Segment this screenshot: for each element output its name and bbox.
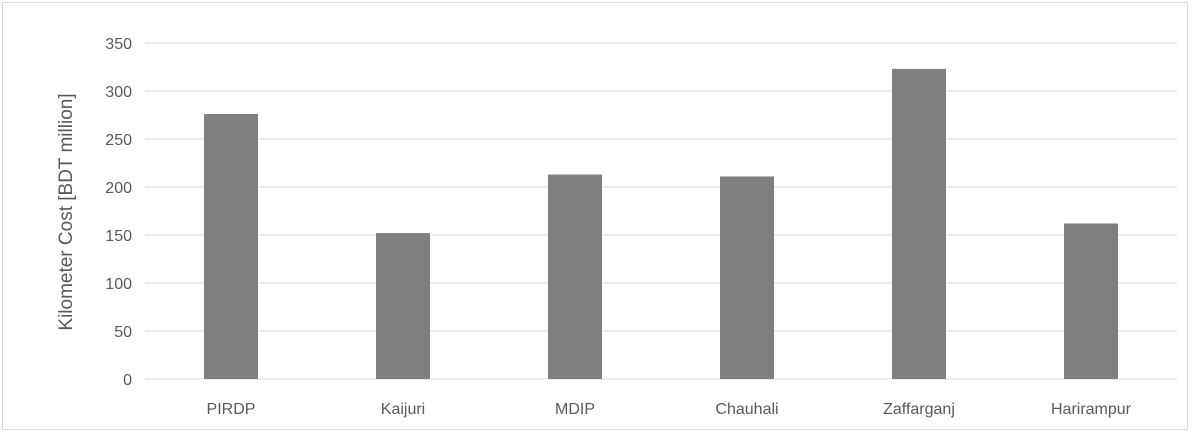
y-tick-label: 100 [105,276,132,293]
bars [204,68,1118,380]
gridlines [145,42,1177,380]
x-tick-label: MDIP [555,401,595,418]
y-tick-label: 200 [105,180,132,197]
bar-chauhali [720,176,774,379]
bar-zaffarganj [892,68,946,380]
x-tick-label: Kaijuri [381,401,425,418]
bar-kaijuri [376,233,430,379]
y-tick-label: 50 [114,324,132,341]
y-tick-label: 300 [105,84,132,101]
bar-harirampur [1064,223,1118,379]
bar-pirdp [204,114,258,379]
x-tick-label: Zaffarganj [883,401,955,418]
x-tick-label: Harirampur [1051,401,1132,418]
y-tick-label: 150 [105,228,132,245]
y-axis-title: Kilometer Cost [BDT million] [56,93,77,330]
y-tick-label: 0 [123,372,132,389]
bar-mdip [548,174,602,379]
y-axis-ticks: 0 50 100 150 200 250 300 350 [105,36,132,389]
x-axis-ticks: PIRDP Kaijuri MDIP Chauhali Zaffarganj Harira… [207,401,1132,418]
y-tick-label: 350 [105,36,132,53]
x-tick-label: Chauhali [715,401,778,418]
x-tick-label: PIRDP [207,401,256,418]
y-tick-label: 250 [105,132,132,149]
